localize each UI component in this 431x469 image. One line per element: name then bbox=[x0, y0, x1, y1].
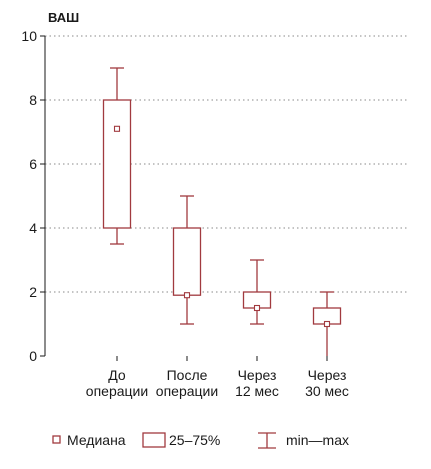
legend-range-marker bbox=[258, 432, 276, 449]
category-label: Через bbox=[308, 367, 347, 383]
y-tick-label: 6 bbox=[29, 156, 37, 172]
y-tick-label: 0 bbox=[29, 348, 37, 364]
category-label: операции bbox=[86, 383, 148, 399]
legend-median-marker bbox=[52, 435, 61, 444]
box-3 bbox=[242, 259, 272, 325]
iqr-box bbox=[102, 99, 132, 229]
median-marker bbox=[113, 125, 121, 132]
box-4 bbox=[312, 291, 342, 356]
y-tick-label: 8 bbox=[29, 92, 37, 108]
median-marker bbox=[253, 304, 261, 312]
y-tick-label: 2 bbox=[29, 284, 37, 300]
category-label: 12 мес bbox=[235, 383, 279, 399]
legend-iqr-marker bbox=[142, 432, 166, 448]
category-label: До bbox=[108, 367, 126, 383]
box-1 bbox=[102, 67, 132, 245]
box-2 bbox=[172, 195, 202, 325]
y-axis-label: ВАШ bbox=[48, 10, 79, 25]
iqr-box bbox=[172, 227, 202, 296]
y-tick-labels: 0 2 4 6 8 10 bbox=[21, 28, 45, 364]
legend-iqr-label: 25–75% bbox=[169, 432, 220, 448]
category-label: операции bbox=[156, 383, 218, 399]
grid-layer bbox=[45, 35, 408, 293]
legend-median-label: Медиана bbox=[67, 432, 126, 448]
category-label: 30 мес bbox=[305, 383, 349, 399]
median-marker bbox=[323, 320, 331, 328]
category-label: После bbox=[167, 367, 208, 383]
y-tick-label: 4 bbox=[29, 220, 37, 236]
median-marker bbox=[183, 292, 191, 299]
y-tick-label: 10 bbox=[21, 28, 37, 44]
category-label: Через bbox=[238, 367, 277, 383]
boxes bbox=[102, 67, 342, 356]
legend: Медиана 25–75% min—max bbox=[52, 432, 349, 449]
legend-range-label: min—max bbox=[286, 432, 349, 448]
